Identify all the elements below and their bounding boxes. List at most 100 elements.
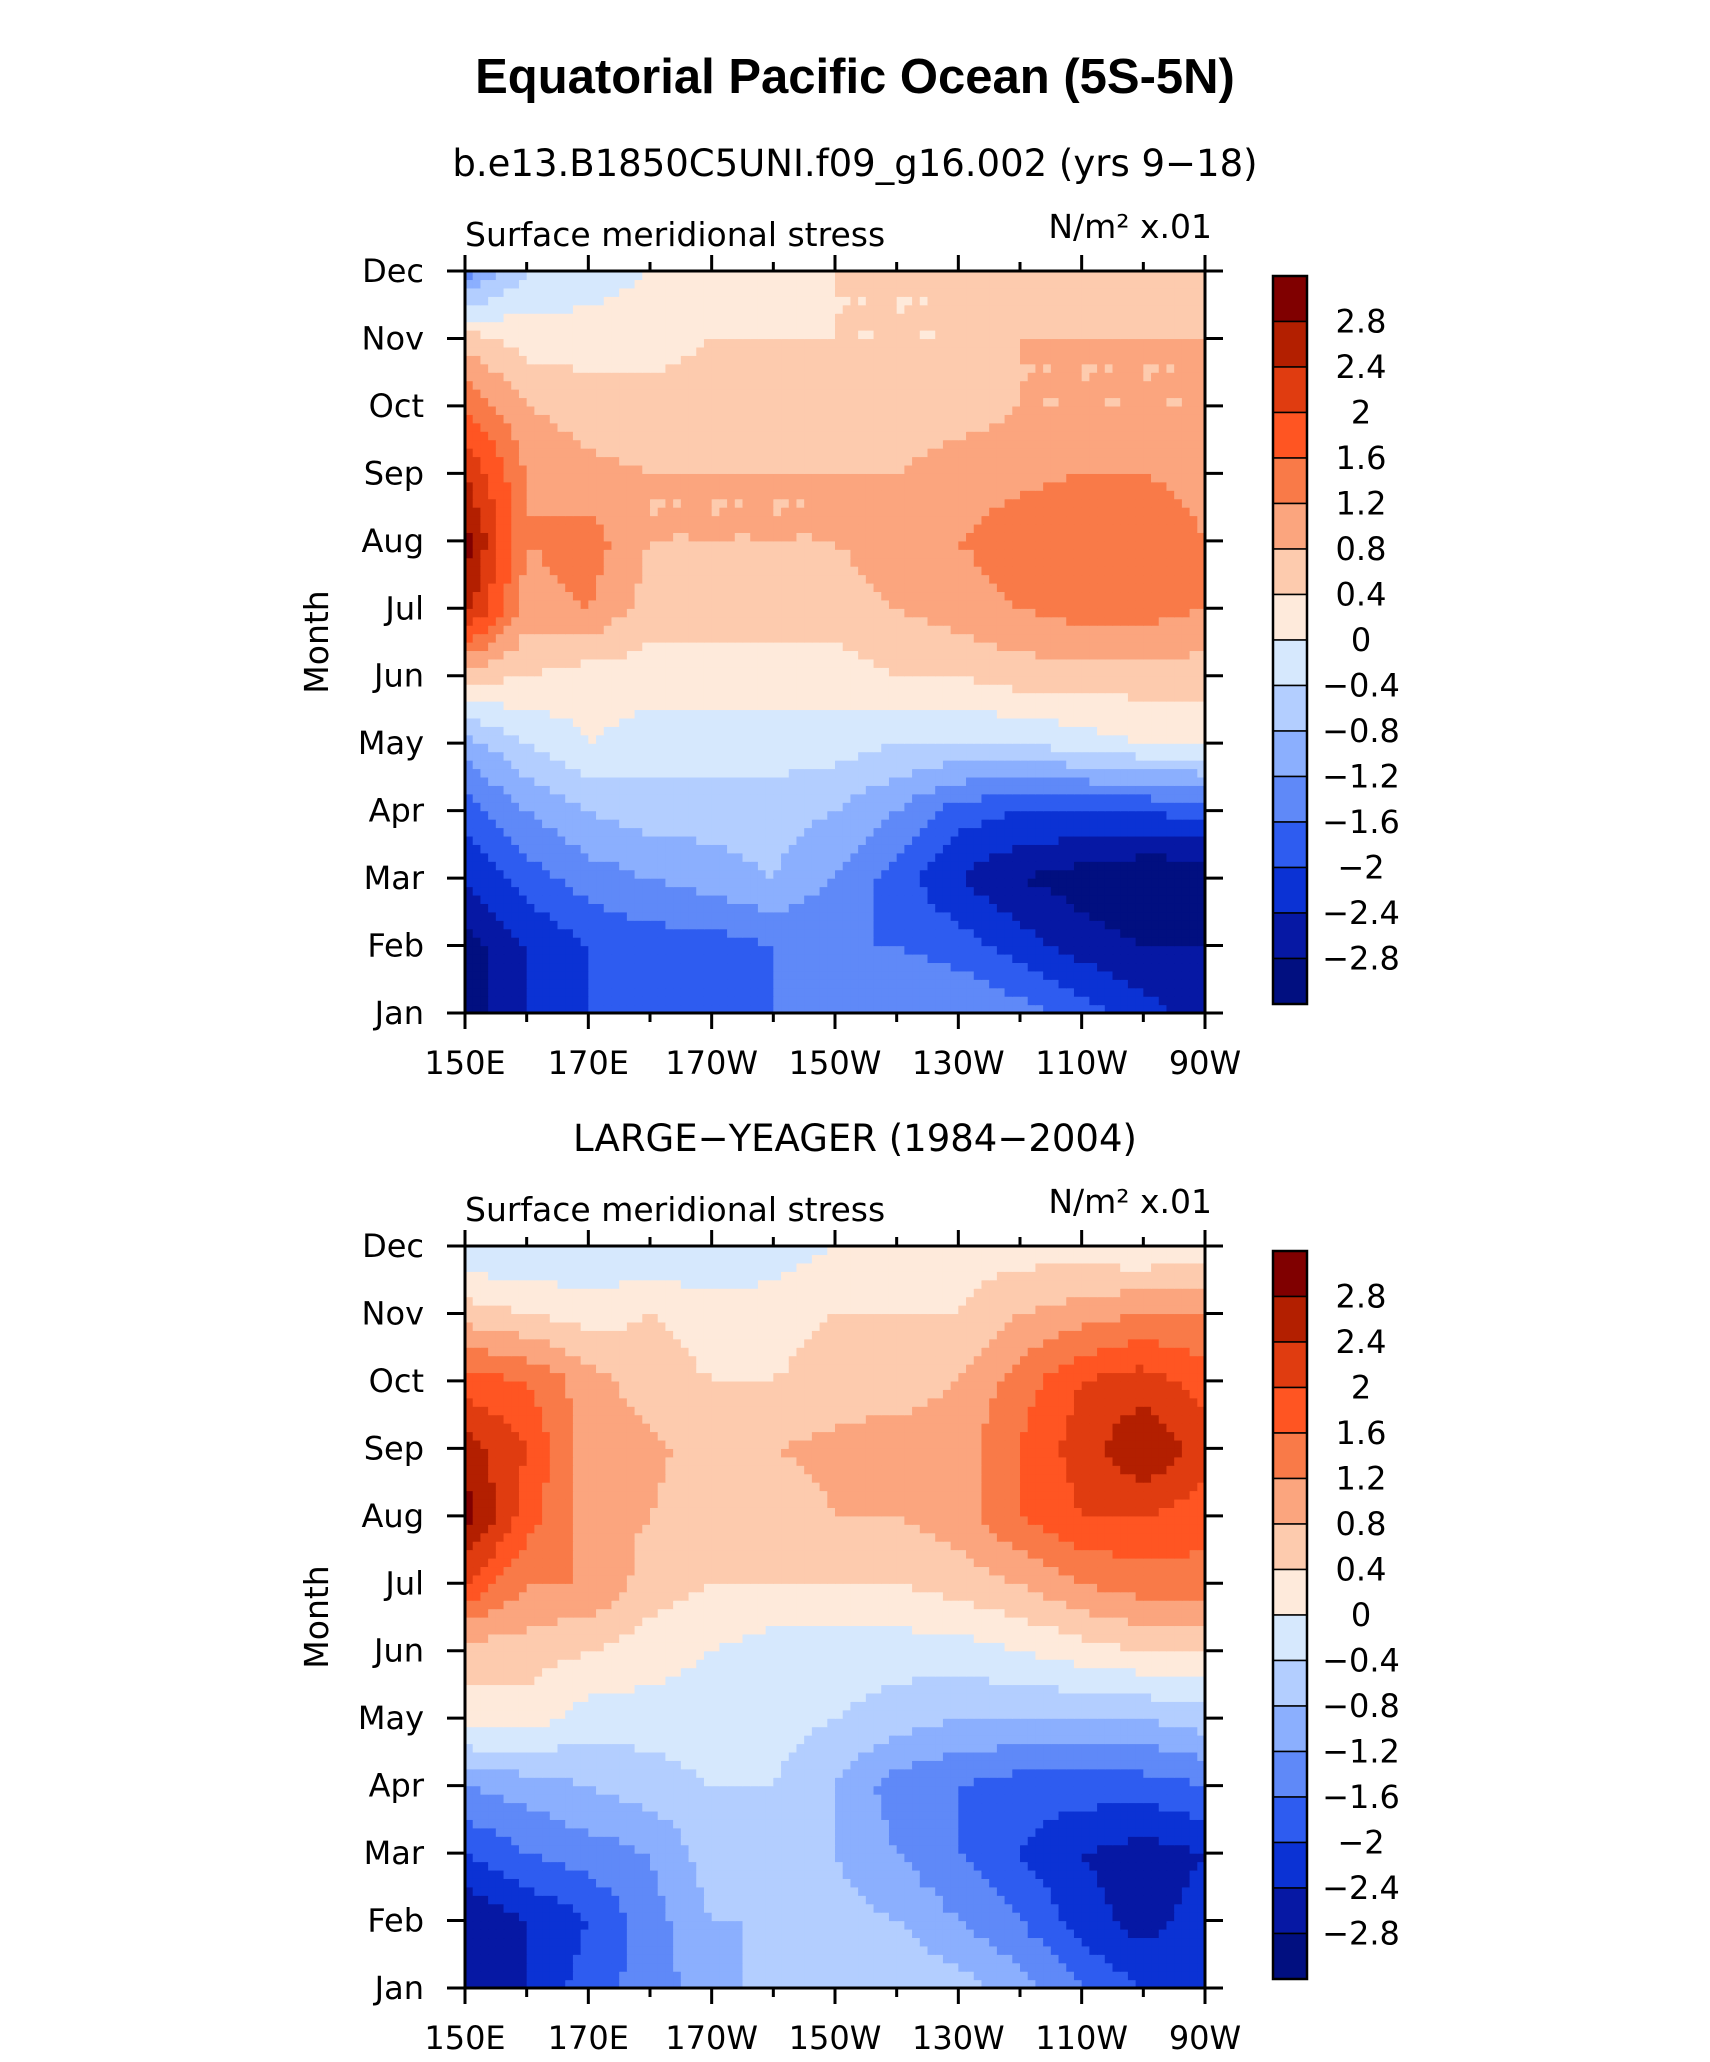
field-cell (796, 616, 805, 626)
field-cell (1135, 616, 1144, 626)
field-cell (1035, 1004, 1044, 1014)
field-cell (642, 878, 651, 888)
field-cell (1112, 768, 1121, 778)
field-cell (958, 810, 967, 820)
field-cell (1151, 650, 1160, 660)
field-cell (888, 928, 898, 938)
field-cell (572, 869, 582, 879)
field-cell (1127, 861, 1137, 871)
field-cell (950, 726, 959, 736)
field-cell (619, 894, 628, 904)
field-cell (580, 810, 589, 820)
field-cell (989, 987, 998, 997)
field-cell (935, 878, 944, 888)
field-cell (642, 776, 651, 786)
field-cell (472, 642, 482, 652)
field-cell (611, 996, 620, 1006)
field-cell (650, 920, 659, 930)
field-cell (1089, 776, 1098, 786)
field-cell (873, 937, 882, 947)
field-cell (1020, 810, 1029, 820)
field-cell (673, 886, 682, 896)
field-cell (657, 642, 667, 652)
field-cell (757, 827, 767, 837)
field-cell (927, 920, 936, 930)
field-cell (711, 1004, 720, 1014)
field-cell (788, 642, 798, 652)
field-cell (696, 928, 705, 938)
field-cell (488, 810, 497, 820)
field-cell (796, 760, 805, 770)
field-cell (1020, 903, 1029, 913)
field-cell (557, 608, 566, 618)
field-cell (572, 658, 582, 668)
field-cell (703, 726, 713, 736)
field-cell (896, 802, 905, 812)
field-cell (927, 667, 936, 677)
field-cell (518, 861, 528, 871)
field-cell (1174, 785, 1183, 795)
field-cell (819, 658, 828, 668)
field-cell (888, 591, 898, 601)
field-cell (1166, 869, 1175, 879)
field-cell (511, 937, 520, 947)
field-cell (1135, 684, 1144, 694)
field-cell (518, 599, 528, 609)
field-cell (811, 928, 821, 938)
field-cell (896, 743, 905, 753)
field-cell (811, 785, 821, 795)
field-cell (1120, 616, 1129, 626)
field-cell (811, 717, 821, 727)
field-cell (603, 869, 613, 879)
field-cell (981, 819, 990, 829)
field-cell (1135, 937, 1144, 947)
field-cell (888, 996, 898, 1006)
field-cell (742, 599, 751, 609)
field-cell (642, 903, 651, 913)
field-cell (757, 591, 767, 601)
field-cell (495, 760, 505, 770)
field-cell (1004, 827, 1013, 837)
field-cell (981, 835, 990, 845)
field-cell (1197, 878, 1206, 888)
field-cell (1097, 625, 1106, 635)
field-cell (518, 996, 528, 1006)
field-cell (981, 701, 990, 711)
field-cell (996, 844, 1006, 854)
field-cell (1166, 852, 1175, 862)
field-cell (680, 861, 690, 871)
field-cell (811, 608, 821, 618)
field-cell (966, 717, 975, 727)
field-cell (526, 582, 535, 593)
field-cell (750, 911, 759, 921)
field-cell (572, 953, 582, 964)
field-cell (1151, 684, 1160, 694)
field-cell (996, 776, 1006, 786)
field-cell (1089, 582, 1098, 593)
field-cell (734, 625, 744, 635)
field-cell (1043, 717, 1052, 727)
field-cell (819, 987, 828, 997)
field-cell (626, 776, 636, 786)
field-cell (472, 608, 482, 618)
field-cell (518, 625, 528, 635)
field-cell (1112, 979, 1121, 989)
field-cell (511, 768, 520, 778)
field-cell (542, 692, 551, 702)
field-cell (711, 819, 720, 829)
field-cell (819, 878, 828, 888)
field-cell (534, 574, 543, 584)
field-cell (873, 650, 882, 660)
field-cell (757, 751, 767, 761)
field-cell (1158, 675, 1168, 685)
field-cell (973, 616, 983, 626)
field-cell (572, 717, 582, 727)
field-cell (888, 582, 898, 593)
field-cell (888, 835, 898, 845)
field-cell (650, 743, 659, 753)
field-cell (935, 886, 944, 896)
field-cell (526, 684, 535, 694)
field-cell (1050, 608, 1060, 618)
field-cell (750, 903, 759, 913)
field-cell (511, 996, 520, 1006)
